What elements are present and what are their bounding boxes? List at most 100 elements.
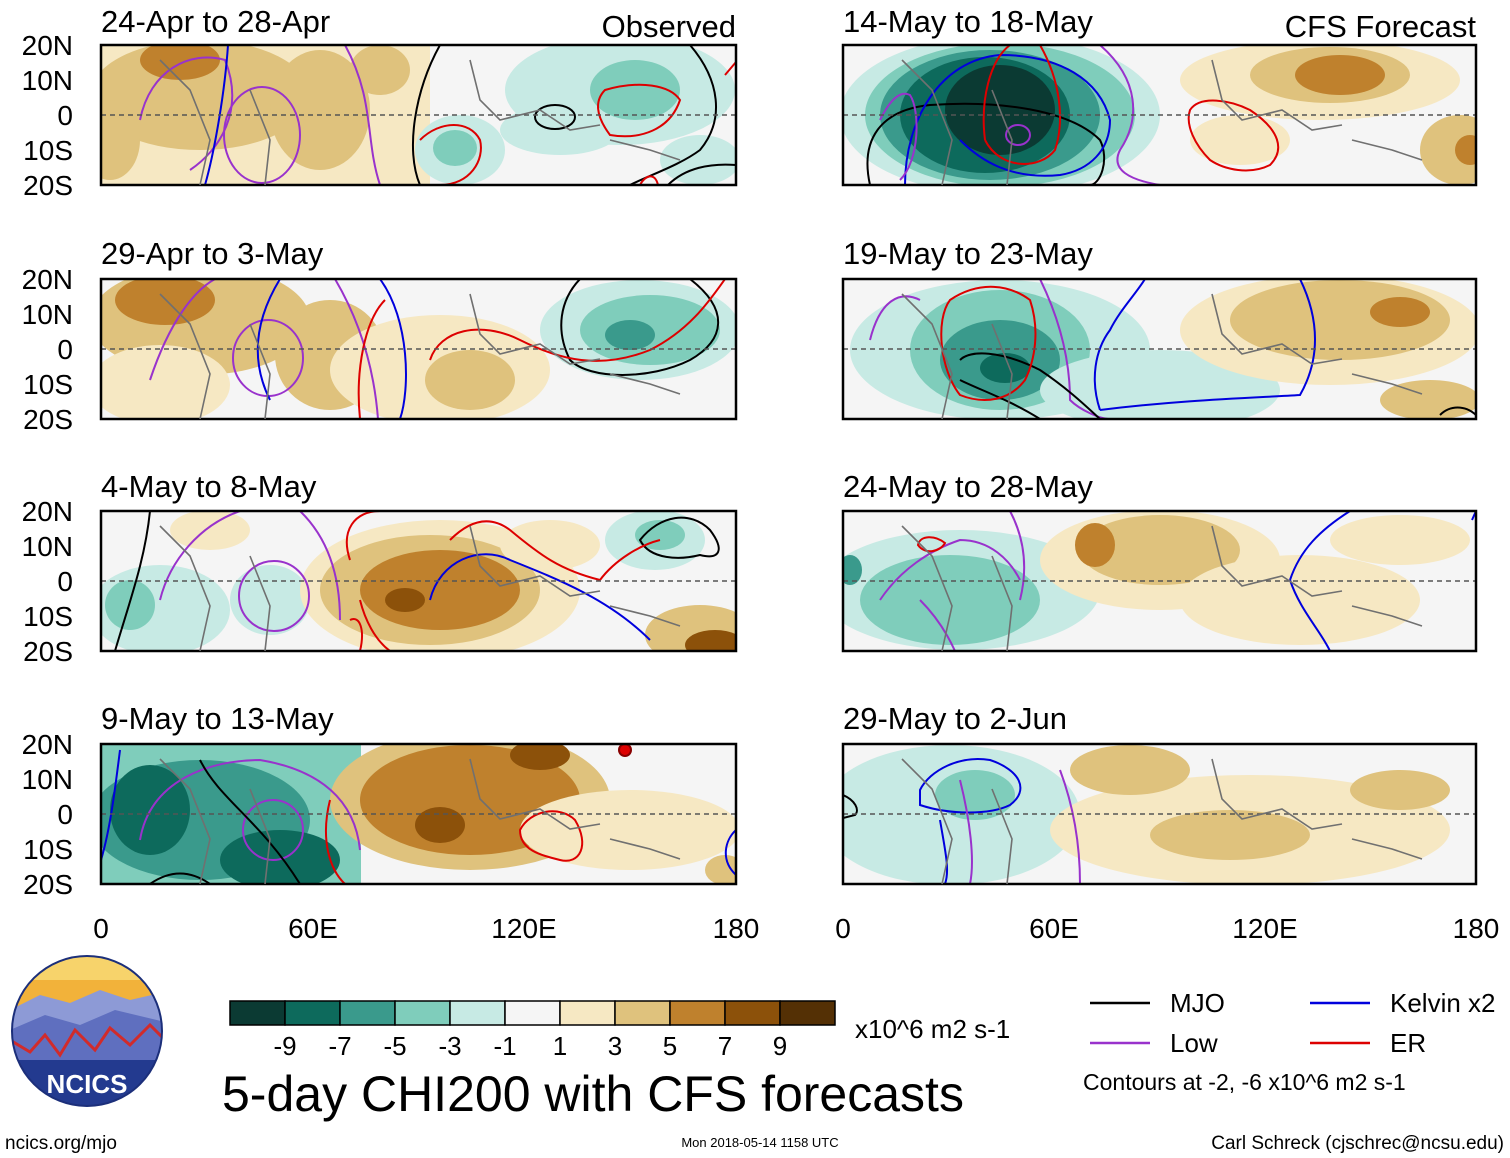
colorbar-swatch: [339, 1000, 396, 1026]
lon-label: 120E: [1232, 913, 1297, 944]
colorbar-swatch: [779, 1000, 836, 1026]
panel-title: 24-May to 28-May: [843, 469, 1093, 504]
colorbar-swatch: [284, 1000, 341, 1026]
colorbar-tick-label: 1: [553, 1031, 567, 1061]
lat-label: 20N: [22, 264, 73, 295]
map-panel-forecast-2: 19-May to 23-May: [841, 236, 1478, 421]
lon-label: 60E: [1029, 913, 1079, 944]
lon-label: 180: [1453, 913, 1500, 944]
lon-label: 120E: [491, 913, 556, 944]
chi200-field: [101, 744, 736, 884]
colorbar-tick-label: -3: [438, 1031, 461, 1061]
map-panel-forecast-4: 29-May to 2-Jun: [841, 701, 1478, 886]
map-frame: [99, 509, 738, 653]
colorbar-tick-label: 9: [773, 1031, 787, 1061]
colorbar-tick-label: -7: [328, 1031, 351, 1061]
chi200-field: [101, 511, 736, 651]
wave-contours: [866, 45, 1280, 185]
colorbar-swatch: [669, 1000, 726, 1026]
panel-title: 24-Apr to 28-Apr: [101, 4, 330, 39]
lon-label: 0: [93, 913, 109, 944]
wave-contours: [869, 279, 1476, 419]
chi200-field: [843, 511, 1476, 651]
colorbar-tick-label: 3: [608, 1031, 622, 1061]
colorbar-tick-label: 7: [718, 1031, 732, 1061]
colorbar-tick-label: -1: [493, 1031, 516, 1061]
forecast-label: CFS Forecast: [1285, 9, 1477, 44]
lon-axis: 0 60E 120E 180 0 60E 120E 180: [93, 913, 1499, 944]
lat-label: 10N: [22, 531, 73, 562]
map-frame: [841, 277, 1478, 421]
ncics-logo: NCICS: [11, 955, 163, 1107]
lat-label: 10N: [22, 764, 73, 795]
lat-label: 20S: [23, 170, 73, 201]
footer-timestamp: Mon 2018-05-14 1158 UTC: [681, 1135, 838, 1150]
map-frame: [841, 509, 1478, 653]
wave-contours: [149, 279, 726, 419]
map-frame: [841, 43, 1478, 187]
colorbar-tick-label: -9: [273, 1031, 296, 1061]
legend-label-low: Low: [1170, 1028, 1218, 1058]
colorbar-swatch: [394, 1000, 451, 1026]
panel-title: 14-May to 18-May: [843, 4, 1093, 39]
chi200-field: [843, 279, 1476, 419]
lon-label: 180: [713, 913, 760, 944]
map-panel-observed-4: 9-May to 13-May: [99, 701, 738, 886]
colorbar-swatch: [449, 1000, 506, 1026]
contours-note: Contours at -2, -6 x10^6 m2 s-1: [1083, 1069, 1406, 1095]
lat-label: 20S: [23, 636, 73, 667]
panel-title: 29-Apr to 3-May: [101, 236, 324, 271]
legend-label-mjo: MJO: [1170, 988, 1225, 1018]
wave-contours: [139, 45, 736, 185]
colorbar-units: x10^6 m2 s-1: [855, 1014, 1010, 1044]
logo-text: NCICS: [47, 1069, 128, 1099]
colorbar-swatch: [504, 1000, 561, 1026]
map-frame: [99, 43, 738, 187]
map-panel-observed-1: 24-Apr to 28-Apr Observed: [99, 4, 738, 187]
panel-title: 29-May to 2-Jun: [843, 701, 1067, 736]
lat-label: 0: [57, 799, 73, 830]
lat-label: 10N: [22, 299, 73, 330]
lon-label: 0: [835, 913, 851, 944]
map-frame: [99, 277, 738, 421]
legend-label-er: ER: [1390, 1028, 1426, 1058]
footer-url: ncics.org/mjo: [5, 1133, 117, 1154]
lat-label: 10S: [23, 369, 73, 400]
lat-label: 0: [57, 334, 73, 365]
panel-title: 19-May to 23-May: [843, 236, 1093, 271]
chi200-field: [101, 279, 736, 419]
map-frame: [99, 742, 738, 886]
lat-label: 10S: [23, 135, 73, 166]
lat-label: 0: [57, 100, 73, 131]
map-panel-observed-2: 29-Apr to 3-May: [99, 236, 738, 421]
map-panel-forecast-3: 24-May to 28-May: [841, 469, 1478, 653]
lat-label: 20N: [22, 496, 73, 527]
colorbar-swatch: [229, 1000, 286, 1026]
colorbar: -9 -7 -5 -3 -1 1 3 5 7 9: [229, 1000, 836, 1061]
colorbar-swatch: [559, 1000, 616, 1026]
map-frame: [841, 742, 1478, 886]
lat-label: 20N: [22, 729, 73, 760]
lat-label: 20S: [23, 404, 73, 435]
coastlines: [159, 59, 1423, 885]
lat-label: 20N: [22, 30, 73, 61]
lat-label: 10N: [22, 65, 73, 96]
observed-label: Observed: [602, 9, 736, 44]
legend-label-kelvin: Kelvin x2: [1390, 988, 1496, 1018]
wave-contours: [114, 511, 720, 651]
lon-label: 60E: [288, 913, 338, 944]
map-panel-forecast-1: 14-May to 18-May CFS Forecast: [841, 4, 1478, 187]
chi200-field: [101, 45, 736, 185]
panel-title: 4-May to 8-May: [101, 469, 317, 504]
lat-label: 20S: [23, 869, 73, 900]
lat-axis-left: 20N 10N 0 10S 20S 20N 10N 0 10S 20S 20N …: [22, 30, 73, 900]
lat-label: 0: [57, 566, 73, 597]
wave-contours: [843, 758, 1081, 884]
footer-credit: Carl Schreck (cjschrec@ncsu.edu): [1211, 1133, 1504, 1154]
panel-title: 9-May to 13-May: [101, 701, 334, 736]
main-title: 5-day CHI200 with CFS forecasts: [222, 1066, 964, 1122]
lat-label: 10S: [23, 601, 73, 632]
lat-label: 10S: [23, 834, 73, 865]
colorbar-tick-label: -5: [383, 1031, 406, 1061]
colorbar-tick-label: 5: [663, 1031, 677, 1061]
